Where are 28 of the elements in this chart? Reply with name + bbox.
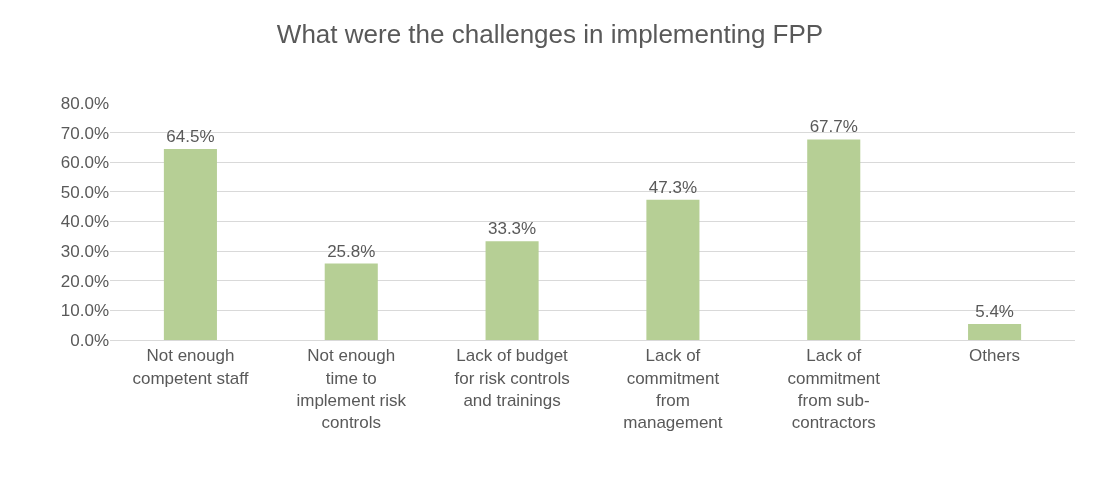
bar bbox=[485, 241, 539, 340]
data-label: 47.3% bbox=[648, 177, 698, 197]
bar bbox=[163, 148, 217, 340]
x-tick-label: Not enough competent staff bbox=[132, 346, 249, 388]
y-tick-label: 80.0% bbox=[60, 93, 109, 113]
x-tick-label: Not enough time to implement risk controls bbox=[296, 346, 407, 432]
x-tick-label: Lack of budget for risk controls and trainings bbox=[454, 346, 570, 410]
y-tick-label: 20.0% bbox=[60, 271, 109, 291]
y-tick-label: 40.0% bbox=[60, 212, 109, 232]
bar bbox=[807, 139, 861, 340]
bar bbox=[968, 324, 1022, 340]
bar bbox=[324, 263, 378, 340]
x-tick-label: Others bbox=[969, 346, 1021, 366]
x-tick-label: Lack of commitment from management bbox=[623, 346, 723, 432]
data-label: 5.4% bbox=[975, 302, 1014, 321]
bar bbox=[646, 199, 700, 340]
data-label: 25.8% bbox=[327, 241, 376, 261]
data-label: 64.5% bbox=[166, 126, 215, 146]
chart-title: What were the challenges in implementing FPP bbox=[276, 18, 824, 49]
y-tick-label: 10.0% bbox=[60, 301, 109, 321]
x-tick-label: Lack of commitment from sub- contractors bbox=[787, 346, 881, 432]
data-label: 33.3% bbox=[487, 219, 537, 239]
y-tick-label: 30.0% bbox=[60, 242, 109, 262]
data-label: 67.7% bbox=[809, 117, 858, 137]
y-tick-label: 70.0% bbox=[60, 123, 109, 143]
y-tick-label: 0.0% bbox=[70, 330, 109, 350]
y-tick-label: 50.0% bbox=[60, 182, 109, 202]
y-tick-label: 60.0% bbox=[60, 153, 109, 173]
